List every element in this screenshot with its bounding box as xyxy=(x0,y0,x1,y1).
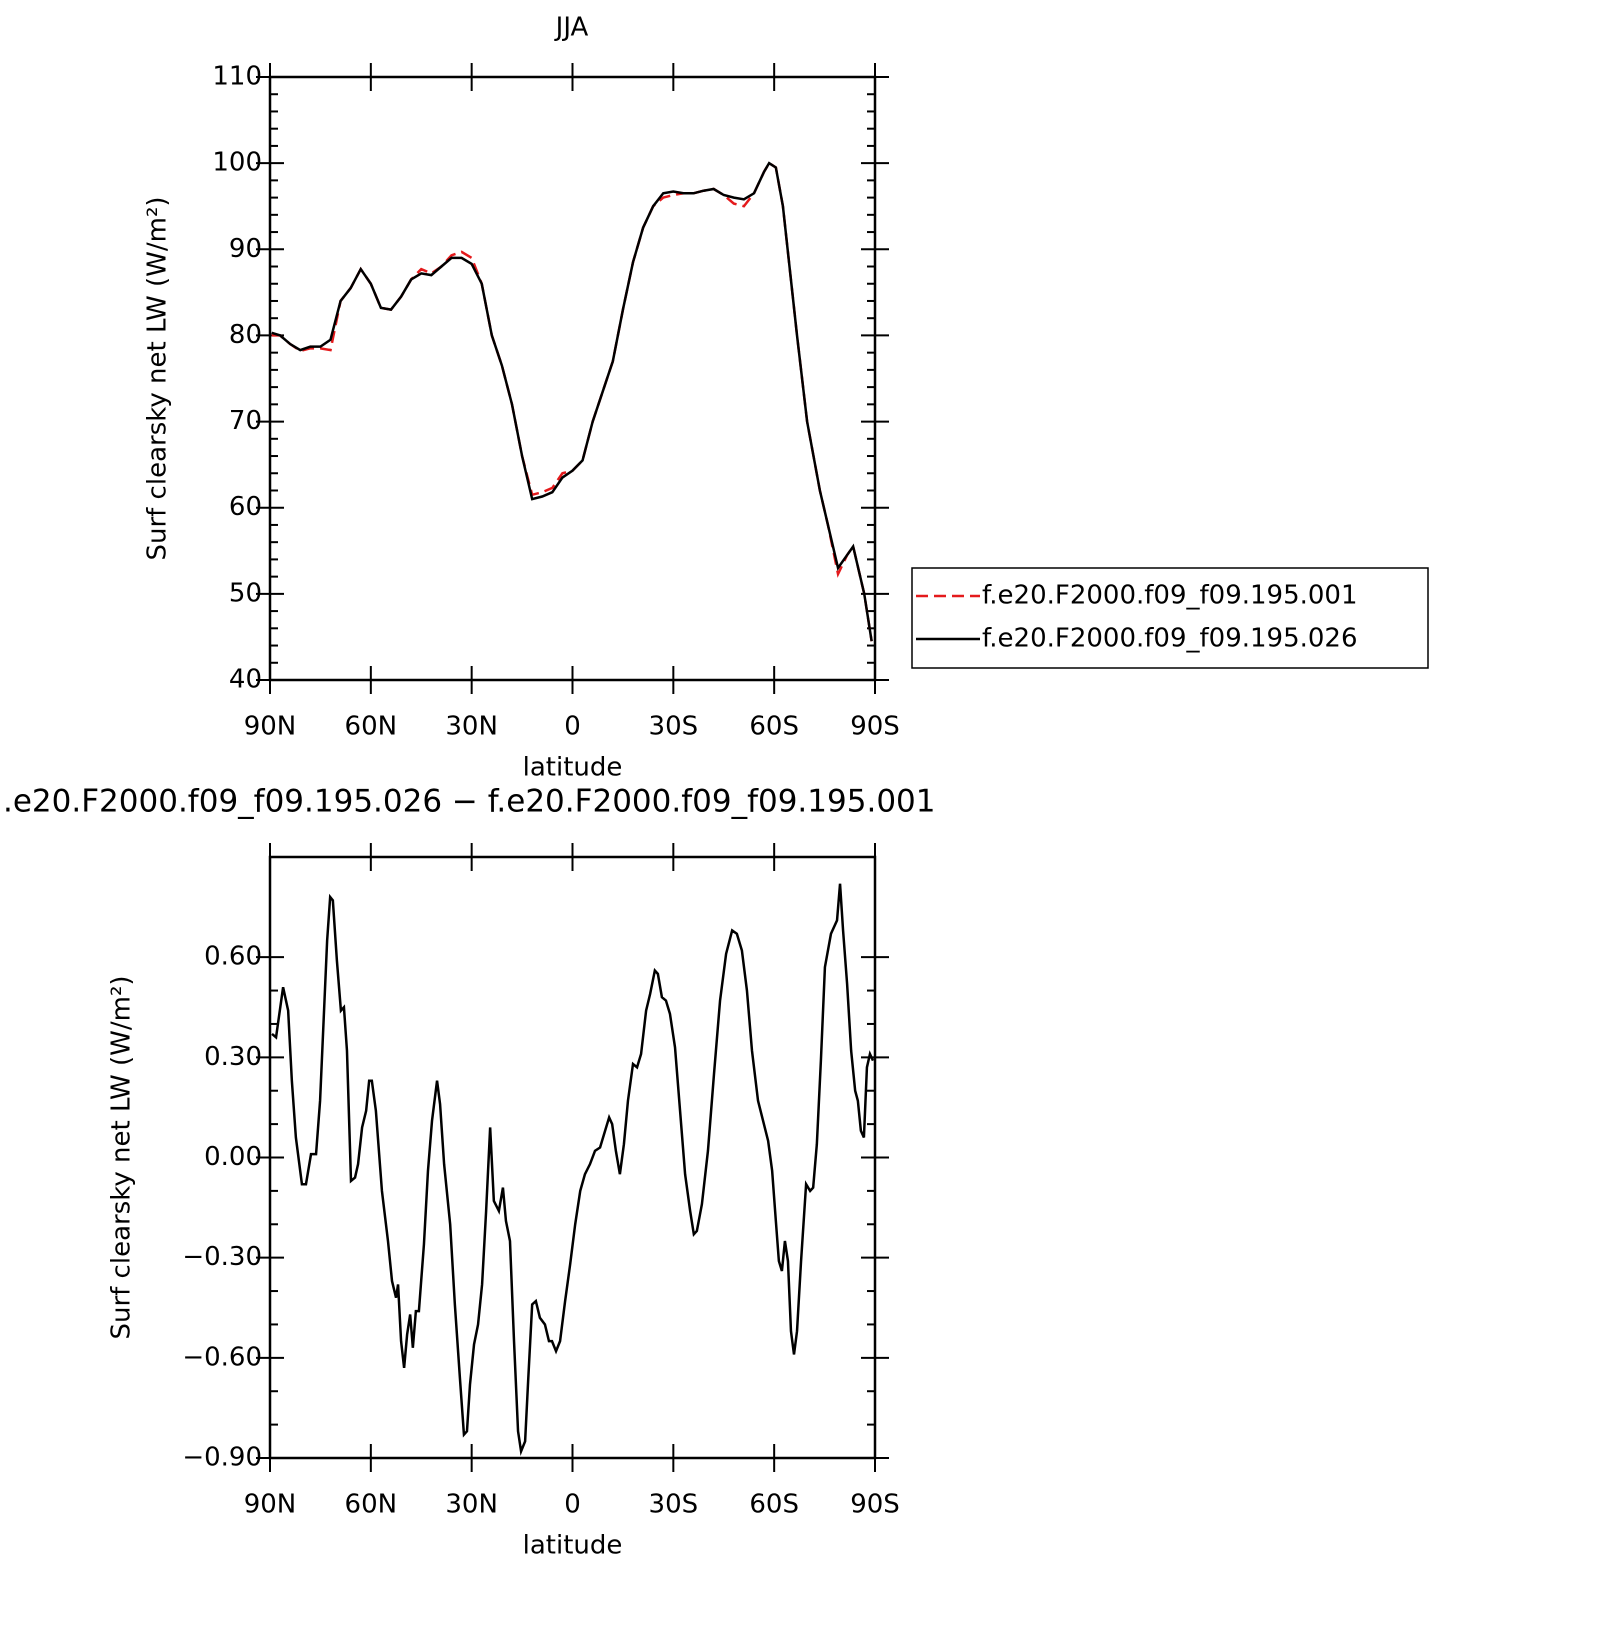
x-tick-label: 0 xyxy=(564,712,581,742)
x-tick-label: 0 xyxy=(564,1490,581,1520)
chart-title: JJA xyxy=(554,13,589,43)
series-line xyxy=(271,161,873,642)
y-axis-label: Surf clearsky net LW (W/m²) xyxy=(107,975,137,1339)
x-tick-label: 90N xyxy=(244,712,297,742)
x-tick-label: 60N xyxy=(345,1490,398,1520)
series-line xyxy=(271,161,873,642)
y-tick-label: −0.30 xyxy=(182,1242,262,1272)
legend-label: f.e20.F2000.f09_f09.195.001 xyxy=(982,581,1358,611)
plot-frame xyxy=(268,75,877,682)
x-tick-label: 60S xyxy=(749,1490,799,1520)
x-tick-label: 90S xyxy=(850,712,900,742)
y-tick-label: 0.30 xyxy=(204,1042,262,1072)
x-tick-label: 30S xyxy=(649,712,699,742)
x-axis-label: latitude xyxy=(523,753,623,783)
legend-box xyxy=(911,567,1429,669)
x-axis-label: latitude xyxy=(523,1531,623,1561)
x-tick-label: 60N xyxy=(345,712,398,742)
y-tick-label: 110 xyxy=(212,62,262,92)
y-tick-label: 0.00 xyxy=(204,1142,262,1172)
y-axis-label: Surf clearsky net LW (W/m²) xyxy=(143,196,173,560)
plot-frame xyxy=(268,855,877,1460)
x-tick-label: 90N xyxy=(244,1490,297,1520)
x-tick-label: 30N xyxy=(445,1490,498,1520)
legend-label: f.e20.F2000.f09_f09.195.026 xyxy=(982,624,1358,654)
x-tick-label: 30S xyxy=(649,1490,699,1520)
y-tick-label: −0.90 xyxy=(182,1443,262,1473)
chart-title: .e20.F2000.f09_f09.195.026 − f.e20.F2000… xyxy=(3,784,935,820)
x-tick-label: 90S xyxy=(850,1490,900,1520)
y-tick-label: 0.60 xyxy=(204,942,262,972)
x-tick-label: 60S xyxy=(749,712,799,742)
y-tick-label: 100 xyxy=(212,148,262,178)
x-tick-label: 30N xyxy=(445,712,498,742)
series-line xyxy=(271,883,875,1457)
y-tick-label: −0.60 xyxy=(182,1342,262,1372)
